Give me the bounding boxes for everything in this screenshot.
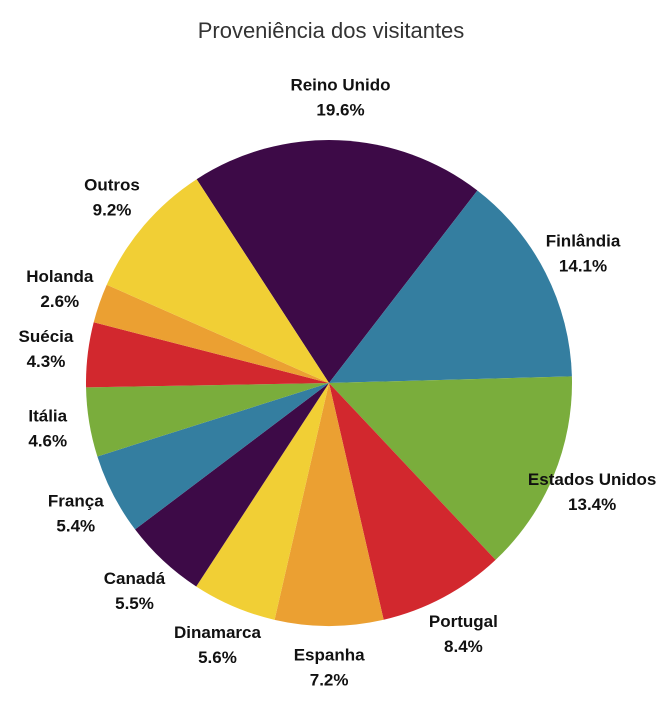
slice-label: Portugal xyxy=(429,612,498,631)
pie-slice xyxy=(329,190,572,383)
slice-label: Suécia xyxy=(19,327,74,346)
slice-value-label: 4.3% xyxy=(27,352,66,371)
slice-label: Itália xyxy=(28,407,67,426)
slice-value-label: 5.6% xyxy=(198,648,237,667)
slice-value-label: 5.4% xyxy=(56,516,95,535)
slice-value-label: 2.6% xyxy=(40,292,79,311)
slice-value-label: 14.1% xyxy=(559,256,607,275)
slice-value-label: 4.6% xyxy=(28,432,67,451)
slice-value-label: 9.2% xyxy=(93,201,132,220)
pie-slice xyxy=(329,383,496,620)
slice-label: Holanda xyxy=(26,267,94,286)
pie-slice xyxy=(135,383,329,587)
pie-slice xyxy=(85,322,329,388)
slice-label: Finlândia xyxy=(546,231,621,250)
slice-value-label: 8.4% xyxy=(444,637,483,656)
slice-label: Reino Unido xyxy=(290,76,390,95)
slice-label: Estados Unidos xyxy=(528,470,656,489)
slice-label: França xyxy=(48,491,104,510)
pie-slice xyxy=(93,284,330,383)
slice-label: Outros xyxy=(84,176,140,195)
pie-slice xyxy=(106,179,329,383)
chart-title: Proveniência dos visitantes xyxy=(198,18,465,43)
slice-label: Espanha xyxy=(294,645,365,664)
slice-label: Canadá xyxy=(104,569,166,588)
pie-slice xyxy=(274,383,384,626)
slice-value-label: 7.2% xyxy=(310,670,349,689)
slice-value-label: 19.6% xyxy=(316,101,364,120)
pie-slice xyxy=(196,139,478,383)
slice-value-label: 5.5% xyxy=(115,594,154,613)
pie-slice xyxy=(329,376,572,560)
pie-slice xyxy=(196,383,329,620)
slice-value-label: 13.4% xyxy=(568,495,616,514)
pie-slice xyxy=(86,383,329,457)
slice-label: Dinamarca xyxy=(174,623,261,642)
pie-slice xyxy=(97,383,329,530)
